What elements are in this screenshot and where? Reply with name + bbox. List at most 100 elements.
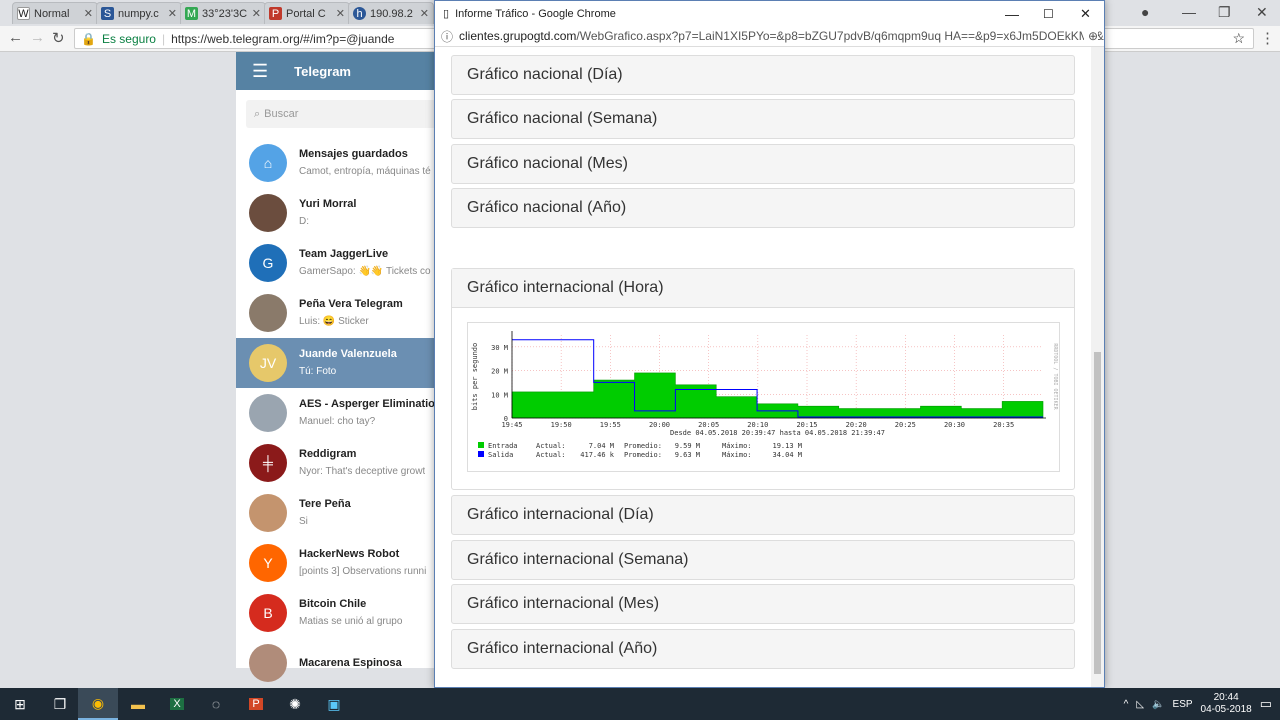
tab-label: 190.98.2 [370,7,413,20]
clock-time: 20:44 [1213,692,1239,703]
panel-title: Gráfico nacional (Semana) [467,110,658,127]
tray-chevron-icon[interactable]: ^ [1123,698,1129,710]
chat-name: Mensajes guardados [299,148,408,160]
chat-text: Yuri Morral D: [299,195,356,231]
chat-item[interactable]: Yuri Morral D: [236,188,436,238]
chat-preview: [points 3] Observations runni [299,566,427,577]
chat-item[interactable]: Tere Peña Si [236,488,436,538]
close-tab-icon[interactable]: ✕ [419,8,429,20]
legend-avg-label: Promedio: [624,442,662,450]
chat-item[interactable]: Macarena Espinosa [236,638,436,688]
app-icon[interactable]: ◌ [211,696,221,712]
legend-actual-value: 417.46 k [580,451,615,459]
excel-icon[interactable]: X [157,688,197,720]
legend-avg-value: 9.59 M [675,442,700,450]
app-icon[interactable]: ✺ [289,695,301,712]
chat-name: HackerNews Robot [299,548,400,560]
chat-preview: D: [299,216,309,227]
chat-text: HackerNews Robot [points 3] Observations … [299,545,426,581]
menu-icon[interactable]: ⋮ [1260,30,1275,47]
bookmark-star-icon[interactable]: ☆ [1232,30,1245,46]
forward-icon[interactable]: → [30,29,45,46]
close-window-icon[interactable]: ✕ [1256,4,1268,20]
chat-name: Reddigram [299,448,357,460]
chat-name: AES - Asperger Eliminatio [299,398,435,410]
avatar: Y [249,544,287,582]
chat-item[interactable]: Peña Vera Telegram Luis: 😄 Sticker [236,288,436,338]
avatar: G [249,244,287,282]
panel-national-year[interactable]: Gráfico nacional (Año) [451,188,1075,228]
chat-item[interactable]: Y HackerNews Robot [points 3] Observations… [236,538,436,588]
profile-icon[interactable]: ● [1141,4,1150,20]
browser-tab[interactable]: P Portal C ✕ [264,2,350,24]
panel-title: Gráfico internacional (Año) [467,640,658,657]
telegram-title: Telegram [294,63,351,79]
x-tick-label: 20:00 [649,421,670,429]
maximize-icon[interactable]: ☐ [1043,6,1054,21]
task-view-icon[interactable]: ❐ [53,695,67,712]
panel-national-day[interactable]: Gráfico nacional (Día) [451,55,1075,95]
panel-heading[interactable]: Gráfico internacional (Hora) [452,269,1074,308]
panel-national-month[interactable]: Gráfico nacional (Mes) [451,144,1075,184]
windows-start-icon[interactable]: ⊞ [14,695,26,712]
panel-title: Gráfico internacional (Semana) [467,551,689,568]
panel-international-day[interactable]: Gráfico internacional (Día) [451,495,1075,535]
chat-item[interactable]: ⌂ Mensajes guardados Camot, entropía, máqu… [236,138,436,188]
chrome-icon[interactable]: ◉ [78,688,118,720]
chat-text: Team JaggerLive GamerSapo: 👋👋 Tickets co [299,245,431,281]
panel-national-week[interactable]: Gráfico nacional (Semana) [451,99,1075,139]
panel-international-week[interactable]: Gráfico internacional (Semana) [451,540,1075,580]
chat-item[interactable]: ╪ Reddigram Nyor: That's deceptive growt [236,438,436,488]
reload-icon[interactable]: ↻ [52,30,65,47]
scrollbar-thumb[interactable] [1094,352,1101,674]
chat-name: Juande Valenzuela [299,348,397,360]
panel-international-year[interactable]: Gráfico internacional (Año) [451,629,1075,669]
minimize-icon[interactable]: — [1182,4,1196,20]
chat-preview: Nyor: That's deceptive growt [299,466,426,477]
network-icon[interactable]: ◺ [1136,698,1145,710]
chat-item[interactable]: AES - Asperger Eliminatio Manuel: cho tay… [236,388,436,438]
popup-scrollbar[interactable] [1091,47,1104,687]
language-indicator[interactable]: ESP [1172,698,1193,710]
clock[interactable]: 20:44 04-05-2018 [1201,692,1252,716]
chat-item[interactable]: JV Juande Valenzuela Tú: Foto [236,338,436,388]
chat-preview: Manuel: cho tay? [299,416,376,427]
url-domain: clientes.grupogtd.com [459,29,577,43]
zoom-icon[interactable]: ⊕ [1083,29,1098,43]
lock-icon: 🔒 [81,31,96,46]
browser-tab[interactable]: h 190.98.2 ✕ [348,2,434,24]
tab-label: Normal [34,7,70,20]
wikipedia-icon: W [17,7,30,20]
browser-tab[interactable]: M 33°23'3C ✕ [180,2,266,24]
hamburger-menu-icon[interactable]: ☰ [252,60,269,81]
volume-icon[interactable]: 🔈 [1152,698,1165,710]
back-icon[interactable]: ← [8,29,23,46]
browser-tab[interactable]: W Normal ✕ [12,2,98,24]
chat-item[interactable]: B Bitcoin Chile Matias se unió al grupo [236,588,436,638]
search-input[interactable]: ⌕ Buscar [246,100,436,128]
chat-name: Yuri Morral [299,198,357,210]
avatar [249,394,287,432]
close-tab-icon[interactable]: ✕ [167,8,177,20]
powerpoint-icon[interactable]: P [236,688,276,720]
close-tab-icon[interactable]: ✕ [83,8,93,20]
close-tab-icon[interactable]: ✕ [251,8,261,20]
file-explorer-icon[interactable]: ▬ [131,696,145,712]
x-tick-label: 20:15 [796,421,817,429]
x-tick-label: 20:35 [993,421,1014,429]
avatar [249,494,287,532]
app-icon[interactable]: ▣ [327,695,341,712]
windows-taskbar: ⊞ ❐ ◉ ▬ X ◌ P ✺ ▣ ^ ◺ 🔈 ESP 20:44 04-05-… [0,688,1280,720]
chat-item[interactable]: G Team JaggerLive GamerSapo: 👋👋 Tickets co [236,238,436,288]
minimize-icon[interactable]: — [1005,5,1019,22]
legend-actual-label: Actual: [536,451,566,459]
close-tab-icon[interactable]: ✕ [335,8,345,20]
traffic-chart: 0 10 M 20 M 30 M 19:45 19:50 19:55 20:00 20:05 20… [467,322,1060,472]
restore-icon[interactable]: ❐ [1218,4,1231,20]
popup-address-bar[interactable]: ⓘ clientes.grupogtd.com/WebGrafico.aspx?… [435,26,1104,47]
close-window-icon[interactable]: ✕ [1080,5,1091,21]
notifications-icon[interactable]: ▭ [1259,696,1272,711]
telegram-app: ☰ Telegram ⌕ Buscar ⌂ Mensajes guardados C… [236,52,436,682]
panel-international-month[interactable]: Gráfico internacional (Mes) [451,584,1075,624]
